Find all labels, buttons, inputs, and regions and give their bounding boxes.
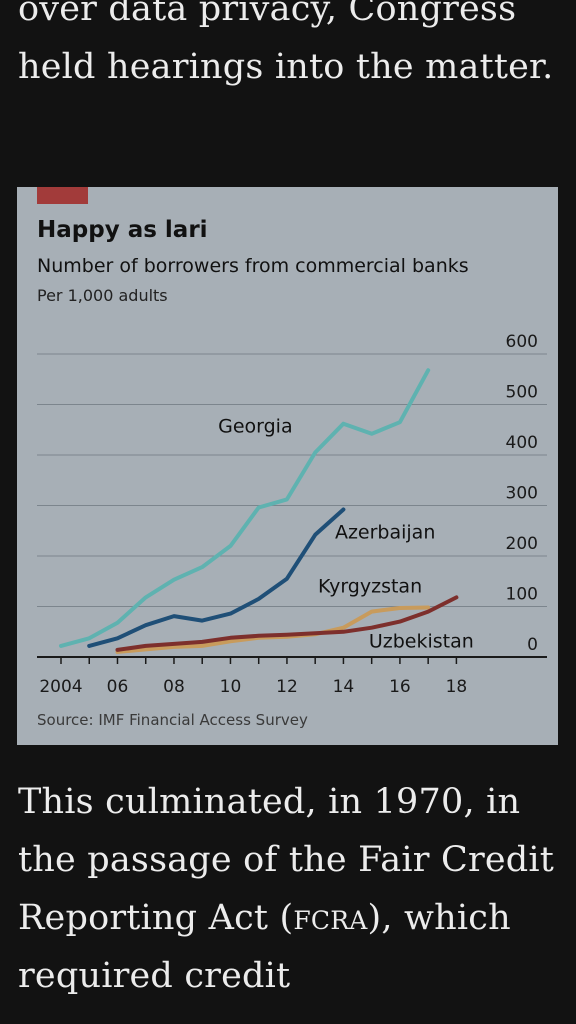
series-label-uzbekistan: Uzbekistan [369,630,474,652]
x-tick-label: 12 [276,677,298,697]
series-line-uzbekistan [115,595,459,652]
x-tick-label: 08 [163,677,185,697]
fcra-abbreviation: fcra [293,898,368,938]
y-tick-label: 100 [506,585,538,605]
series-label-georgia: Georgia [218,415,293,437]
chart-unit-note: Per 1,000 adults [37,286,168,305]
article-paragraph-bottom: This culminated, in 1970, in the passage… [18,773,563,1005]
series-label-kyrgyzstan: Kyrgyzstan [318,575,422,597]
x-tick-label: 06 [107,677,129,697]
article-paragraph-top: over data privacy, Congress held hearing… [18,0,554,87]
series-labels: Georgia Azerbaijan Kyrgyzstan Uzbekistan [218,415,474,652]
chart-title: Happy as lari [37,217,208,243]
grid-layer [37,353,547,658]
y-tick-label: 0 [527,635,538,655]
y-axis-ticks: 0 100 200 300 400 500 600 [506,332,538,655]
x-tick-label: 2004 [39,677,82,697]
x-tick-label: 10 [220,677,242,697]
y-tick-label: 500 [506,383,538,403]
chart: Happy as lari Number of borrowers from c… [37,187,547,729]
chart-card: Happy as lari Number of borrowers from c… [17,187,558,745]
series-line-azerbaijan [87,507,346,648]
series-line-georgia [59,368,431,648]
x-tick-label: 18 [446,677,468,697]
series-layer [59,368,459,654]
chart-accent-tag [37,187,88,204]
paragraph-text-a: This culminated, in 1970, in the passage… [18,782,555,938]
chart-subtitle: Number of borrowers from commercial bank… [37,255,469,277]
y-tick-label: 200 [506,534,538,554]
y-tick-label: 300 [506,484,538,504]
paragraph-text-b: ), which required credit [18,898,511,996]
series-label-azerbaijan: Azerbaijan [335,521,435,543]
y-tick-label: 400 [506,433,538,453]
x-tick-label: 14 [333,677,355,697]
y-tick-label: 600 [506,332,538,352]
chart-source: Source: IMF Financial Access Survey [37,711,308,729]
x-axis-ticks: 2004 06 08 10 12 14 16 18 [39,657,467,697]
x-tick-label: 16 [389,677,411,697]
